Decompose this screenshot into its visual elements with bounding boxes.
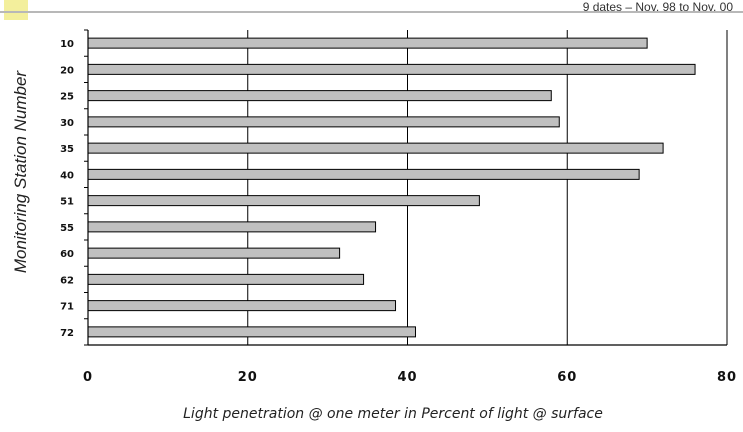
bar-station-10 <box>87 37 648 49</box>
gridlines <box>247 30 728 345</box>
bar-station-71 <box>87 300 397 312</box>
bars <box>87 37 696 338</box>
y-axis-title: Monitoring Station Number <box>11 70 30 274</box>
y-tick-label-72: 72 <box>60 328 74 339</box>
x-tick-label-40: 40 <box>397 370 417 385</box>
chart-subtitle: 9 dates – Nov. 98 to Nov. 00 <box>582 0 733 14</box>
x-axis-title: Light penetration @ one meter in Percent… <box>183 406 603 422</box>
y-tick-label-25: 25 <box>60 92 74 103</box>
corner-accent-square <box>4 0 28 20</box>
bar-station-40 <box>87 168 640 180</box>
x-tick-labels: 0 20 40 60 80 <box>83 370 737 385</box>
y-tick-label-40: 40 <box>60 170 74 181</box>
x-tick-label-0: 0 <box>83 370 93 385</box>
y-tick-label-51: 51 <box>60 197 74 208</box>
bar-station-25 <box>87 90 552 102</box>
bar-station-62 <box>87 273 365 285</box>
bar-station-30 <box>87 116 560 128</box>
y-tick-label-10: 10 <box>60 39 74 50</box>
y-tick-label-71: 71 <box>60 302 74 313</box>
x-tick-label-80: 80 <box>717 370 737 385</box>
bar-station-35 <box>87 142 664 154</box>
y-tick-label-60: 60 <box>60 249 74 260</box>
y-tick-label-35: 35 <box>60 144 74 155</box>
y-tick-labels: 10 20 25 30 35 40 51 55 60 62 71 72 <box>60 39 74 339</box>
y-tick-label-30: 30 <box>60 118 74 129</box>
y-tick-label-62: 62 <box>60 275 74 286</box>
bar-station-72 <box>87 326 416 338</box>
x-tick-label-60: 60 <box>557 370 577 385</box>
y-tick-label-55: 55 <box>60 223 74 234</box>
y-tick-label-20: 20 <box>60 65 74 76</box>
slide-decoration <box>0 0 743 20</box>
bar-station-20 <box>87 63 696 75</box>
x-tick-label-20: 20 <box>238 370 258 385</box>
bar-station-51 <box>87 195 480 207</box>
bar-station-55 <box>87 221 377 233</box>
bar-station-60 <box>87 247 341 259</box>
axes <box>84 29 727 346</box>
